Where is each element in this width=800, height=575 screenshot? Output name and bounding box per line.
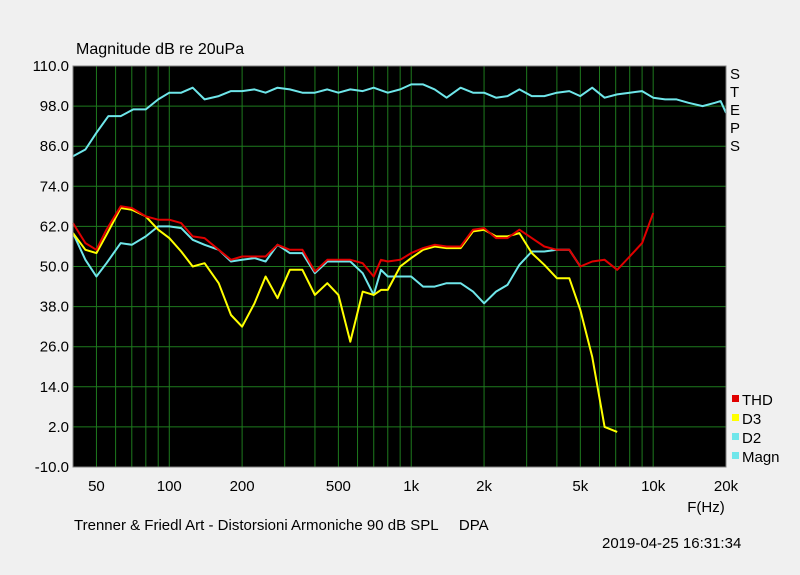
- x-tick-label: 500: [326, 478, 351, 495]
- legend-swatch-d3: [732, 414, 739, 421]
- y-tick-label: 2.0: [48, 419, 69, 436]
- x-axis-label: F(Hz): [687, 499, 725, 516]
- y-tick-label: -10.0: [35, 459, 69, 476]
- steps-letter: T: [730, 84, 740, 101]
- series-d2-line: [72, 225, 582, 305]
- plot-border: [72, 65, 727, 468]
- steps-letter: S: [730, 138, 741, 155]
- x-tick-label: 2k: [476, 478, 492, 495]
- x-tick-label: 200: [230, 478, 255, 495]
- x-tick-label: 100: [157, 478, 182, 495]
- y-tick-label: 26.0: [40, 339, 69, 356]
- steps-letter: S: [730, 66, 741, 83]
- chart-title: Magnitude dB re 20uPa: [76, 41, 245, 58]
- x-tick-label: 1k: [403, 478, 419, 495]
- series-d3-line: [72, 207, 618, 433]
- y-tick-label: 50.0: [40, 259, 69, 276]
- legend-label-thd: THD: [742, 392, 773, 409]
- x-tick-label: 10k: [641, 478, 666, 495]
- timestamp: 2019-04-25 16:31:34: [602, 535, 742, 552]
- legend-label-magn: Magn: [742, 449, 780, 466]
- x-tick-label: 5k: [572, 478, 588, 495]
- legend-swatch-d2: [732, 433, 739, 440]
- x-tick-label: 50: [88, 478, 105, 495]
- steps-letter: E: [730, 102, 741, 119]
- legend-swatch-magn: [732, 452, 739, 459]
- legend-swatch-thd: [732, 395, 739, 402]
- y-tick-label: 14.0: [40, 379, 69, 396]
- y-tick-label: 62.0: [40, 218, 69, 235]
- y-tick-label: 86.0: [40, 138, 69, 155]
- x-tick-label: 20k: [714, 478, 739, 495]
- y-tick-label: 98.0: [40, 98, 69, 115]
- y-tick-label: 38.0: [40, 299, 69, 316]
- y-tick-label: 110.0: [33, 58, 69, 75]
- legend-label-d3: D3: [742, 411, 761, 428]
- series-thd-line: [72, 205, 655, 278]
- legend-label-d2: D2: [742, 430, 761, 447]
- y-tick-label: 74.0: [40, 178, 69, 195]
- series-magn-line: [72, 83, 727, 158]
- steps-letter: P: [730, 120, 741, 137]
- footer-caption: Trenner & Friedl Art - Distorsioni Armon…: [74, 517, 489, 534]
